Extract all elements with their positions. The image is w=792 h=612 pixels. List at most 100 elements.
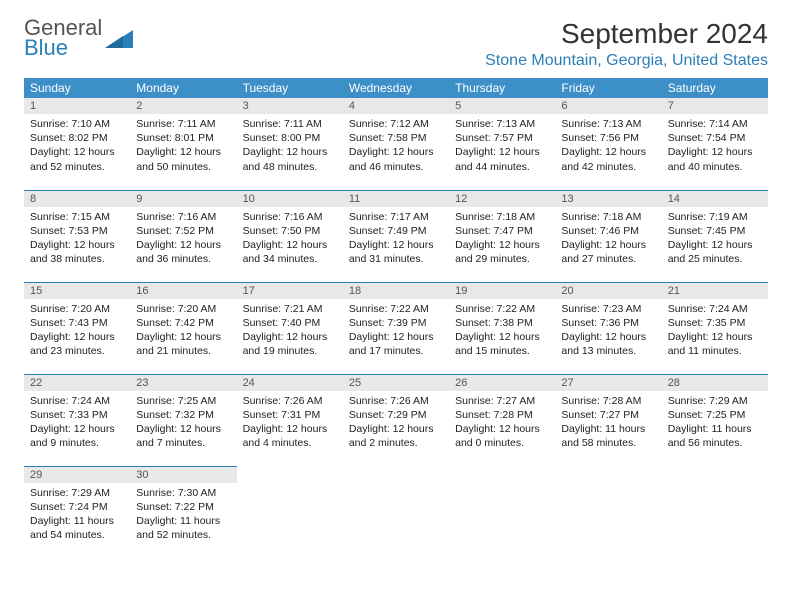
- day-details: Sunrise: 7:27 AMSunset: 7:28 PMDaylight:…: [449, 391, 555, 455]
- day-details: Sunrise: 7:17 AMSunset: 7:49 PMDaylight:…: [343, 207, 449, 271]
- day-details: Sunrise: 7:16 AMSunset: 7:50 PMDaylight:…: [237, 207, 343, 271]
- calendar-day-cell: 27Sunrise: 7:28 AMSunset: 7:27 PMDayligh…: [555, 374, 661, 466]
- calendar-day-cell: 18Sunrise: 7:22 AMSunset: 7:39 PMDayligh…: [343, 282, 449, 374]
- day-number: 29: [24, 467, 130, 483]
- day-details: Sunrise: 7:20 AMSunset: 7:42 PMDaylight:…: [130, 299, 236, 363]
- day-header: Wednesday: [343, 78, 449, 98]
- day-number: 20: [555, 283, 661, 299]
- day-details: Sunrise: 7:26 AMSunset: 7:31 PMDaylight:…: [237, 391, 343, 455]
- day-number: 27: [555, 375, 661, 391]
- day-number: 3: [237, 98, 343, 114]
- calendar-week-row: 22Sunrise: 7:24 AMSunset: 7:33 PMDayligh…: [24, 374, 768, 466]
- day-header: Friday: [555, 78, 661, 98]
- calendar-day-cell: 21Sunrise: 7:24 AMSunset: 7:35 PMDayligh…: [662, 282, 768, 374]
- day-details: Sunrise: 7:24 AMSunset: 7:33 PMDaylight:…: [24, 391, 130, 455]
- day-number: 16: [130, 283, 236, 299]
- day-header-row: SundayMondayTuesdayWednesdayThursdayFrid…: [24, 78, 768, 98]
- calendar-day-cell: [662, 466, 768, 558]
- day-number: 7: [662, 98, 768, 114]
- calendar-day-cell: 9Sunrise: 7:16 AMSunset: 7:52 PMDaylight…: [130, 190, 236, 282]
- brand-triangle-icon: [105, 28, 133, 48]
- calendar-day-cell: 8Sunrise: 7:15 AMSunset: 7:53 PMDaylight…: [24, 190, 130, 282]
- calendar-week-row: 15Sunrise: 7:20 AMSunset: 7:43 PMDayligh…: [24, 282, 768, 374]
- calendar-day-cell: [343, 466, 449, 558]
- calendar-day-cell: 23Sunrise: 7:25 AMSunset: 7:32 PMDayligh…: [130, 374, 236, 466]
- day-details: Sunrise: 7:16 AMSunset: 7:52 PMDaylight:…: [130, 207, 236, 271]
- calendar-day-cell: 1Sunrise: 7:10 AMSunset: 8:02 PMDaylight…: [24, 98, 130, 190]
- day-details: Sunrise: 7:11 AMSunset: 8:00 PMDaylight:…: [237, 114, 343, 178]
- day-number: 2: [130, 98, 236, 114]
- day-number: 23: [130, 375, 236, 391]
- day-number: 26: [449, 375, 555, 391]
- calendar-day-cell: 3Sunrise: 7:11 AMSunset: 8:00 PMDaylight…: [237, 98, 343, 190]
- day-details: Sunrise: 7:28 AMSunset: 7:27 PMDaylight:…: [555, 391, 661, 455]
- day-details: Sunrise: 7:19 AMSunset: 7:45 PMDaylight:…: [662, 207, 768, 271]
- day-details: Sunrise: 7:18 AMSunset: 7:46 PMDaylight:…: [555, 207, 661, 271]
- calendar-day-cell: 28Sunrise: 7:29 AMSunset: 7:25 PMDayligh…: [662, 374, 768, 466]
- day-number: 15: [24, 283, 130, 299]
- day-number: 21: [662, 283, 768, 299]
- day-details: Sunrise: 7:20 AMSunset: 7:43 PMDaylight:…: [24, 299, 130, 363]
- day-header: Sunday: [24, 78, 130, 98]
- day-header: Tuesday: [237, 78, 343, 98]
- calendar-day-cell: [555, 466, 661, 558]
- calendar-day-cell: 14Sunrise: 7:19 AMSunset: 7:45 PMDayligh…: [662, 190, 768, 282]
- location-label: Stone Mountain, Georgia, United States: [485, 52, 768, 70]
- day-number: 11: [343, 191, 449, 207]
- calendar-day-cell: 11Sunrise: 7:17 AMSunset: 7:49 PMDayligh…: [343, 190, 449, 282]
- calendar-day-cell: 10Sunrise: 7:16 AMSunset: 7:50 PMDayligh…: [237, 190, 343, 282]
- day-details: Sunrise: 7:11 AMSunset: 8:01 PMDaylight:…: [130, 114, 236, 178]
- calendar-day-cell: 13Sunrise: 7:18 AMSunset: 7:46 PMDayligh…: [555, 190, 661, 282]
- calendar-day-cell: [449, 466, 555, 558]
- day-details: Sunrise: 7:13 AMSunset: 7:57 PMDaylight:…: [449, 114, 555, 178]
- day-number: 24: [237, 375, 343, 391]
- day-details: Sunrise: 7:18 AMSunset: 7:47 PMDaylight:…: [449, 207, 555, 271]
- day-details: Sunrise: 7:13 AMSunset: 7:56 PMDaylight:…: [555, 114, 661, 178]
- day-details: Sunrise: 7:22 AMSunset: 7:38 PMDaylight:…: [449, 299, 555, 363]
- day-details: Sunrise: 7:30 AMSunset: 7:22 PMDaylight:…: [130, 483, 236, 547]
- day-number: 10: [237, 191, 343, 207]
- day-number: 12: [449, 191, 555, 207]
- calendar-week-row: 8Sunrise: 7:15 AMSunset: 7:53 PMDaylight…: [24, 190, 768, 282]
- day-number: 8: [24, 191, 130, 207]
- calendar-day-cell: [237, 466, 343, 558]
- day-header: Saturday: [662, 78, 768, 98]
- calendar-table: SundayMondayTuesdayWednesdayThursdayFrid…: [24, 78, 768, 558]
- day-number: 19: [449, 283, 555, 299]
- day-number: 25: [343, 375, 449, 391]
- calendar-day-cell: 12Sunrise: 7:18 AMSunset: 7:47 PMDayligh…: [449, 190, 555, 282]
- calendar-day-cell: 20Sunrise: 7:23 AMSunset: 7:36 PMDayligh…: [555, 282, 661, 374]
- calendar-day-cell: 30Sunrise: 7:30 AMSunset: 7:22 PMDayligh…: [130, 466, 236, 558]
- calendar-day-cell: 19Sunrise: 7:22 AMSunset: 7:38 PMDayligh…: [449, 282, 555, 374]
- day-number: 6: [555, 98, 661, 114]
- day-number: 13: [555, 191, 661, 207]
- calendar-day-cell: 17Sunrise: 7:21 AMSunset: 7:40 PMDayligh…: [237, 282, 343, 374]
- day-number: 4: [343, 98, 449, 114]
- day-number: 30: [130, 467, 236, 483]
- day-details: Sunrise: 7:22 AMSunset: 7:39 PMDaylight:…: [343, 299, 449, 363]
- calendar-day-cell: 24Sunrise: 7:26 AMSunset: 7:31 PMDayligh…: [237, 374, 343, 466]
- day-details: Sunrise: 7:29 AMSunset: 7:24 PMDaylight:…: [24, 483, 130, 547]
- day-details: Sunrise: 7:24 AMSunset: 7:35 PMDaylight:…: [662, 299, 768, 363]
- day-number: 5: [449, 98, 555, 114]
- day-header: Monday: [130, 78, 236, 98]
- calendar-day-cell: 26Sunrise: 7:27 AMSunset: 7:28 PMDayligh…: [449, 374, 555, 466]
- brand-logo: General Blue: [24, 18, 133, 58]
- calendar-day-cell: 7Sunrise: 7:14 AMSunset: 7:54 PMDaylight…: [662, 98, 768, 190]
- calendar-day-cell: 5Sunrise: 7:13 AMSunset: 7:57 PMDaylight…: [449, 98, 555, 190]
- day-details: Sunrise: 7:23 AMSunset: 7:36 PMDaylight:…: [555, 299, 661, 363]
- calendar-day-cell: 15Sunrise: 7:20 AMSunset: 7:43 PMDayligh…: [24, 282, 130, 374]
- day-number: 14: [662, 191, 768, 207]
- day-details: Sunrise: 7:26 AMSunset: 7:29 PMDaylight:…: [343, 391, 449, 455]
- calendar-day-cell: 6Sunrise: 7:13 AMSunset: 7:56 PMDaylight…: [555, 98, 661, 190]
- day-details: Sunrise: 7:25 AMSunset: 7:32 PMDaylight:…: [130, 391, 236, 455]
- day-number: 28: [662, 375, 768, 391]
- day-number: 9: [130, 191, 236, 207]
- calendar-day-cell: 2Sunrise: 7:11 AMSunset: 8:01 PMDaylight…: [130, 98, 236, 190]
- calendar-week-row: 1Sunrise: 7:10 AMSunset: 8:02 PMDaylight…: [24, 98, 768, 190]
- day-header: Thursday: [449, 78, 555, 98]
- calendar-day-cell: 16Sunrise: 7:20 AMSunset: 7:42 PMDayligh…: [130, 282, 236, 374]
- calendar-day-cell: 29Sunrise: 7:29 AMSunset: 7:24 PMDayligh…: [24, 466, 130, 558]
- day-details: Sunrise: 7:12 AMSunset: 7:58 PMDaylight:…: [343, 114, 449, 178]
- day-number: 22: [24, 375, 130, 391]
